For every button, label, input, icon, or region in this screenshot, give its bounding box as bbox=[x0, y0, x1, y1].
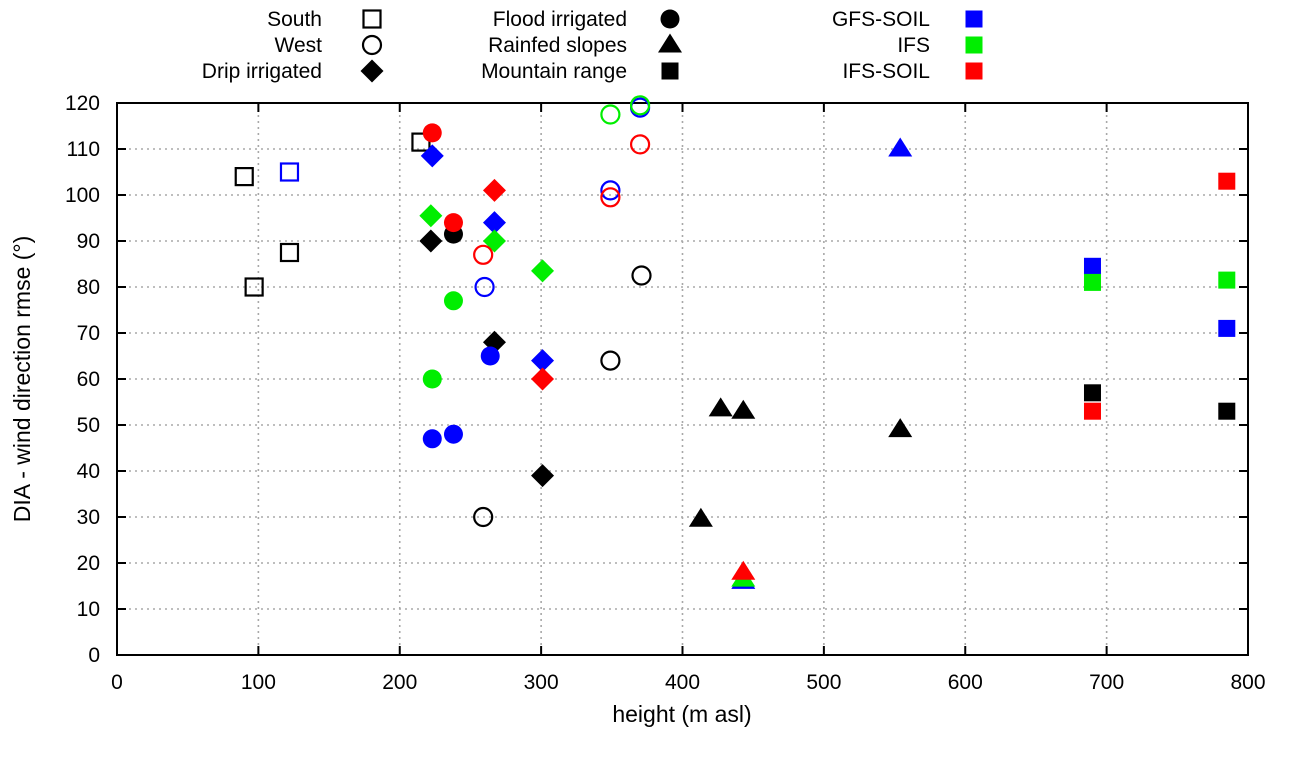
data-point-circle bbox=[443, 424, 463, 444]
y-tick-label: 20 bbox=[77, 552, 100, 575]
data-point-square bbox=[1218, 271, 1236, 289]
data-point-circle-open bbox=[629, 134, 651, 155]
data-point-circle bbox=[422, 429, 442, 449]
data-point-square-open bbox=[244, 277, 264, 297]
data-point-diamond bbox=[531, 367, 555, 391]
data-point-square bbox=[965, 36, 983, 54]
data-point-square bbox=[1083, 257, 1101, 275]
y-tick-label: 30 bbox=[77, 506, 100, 529]
x-tick-label: 500 bbox=[806, 671, 841, 694]
x-tick-label: 700 bbox=[1089, 671, 1124, 694]
legend-label: Drip irrigated bbox=[202, 60, 322, 83]
y-tick-label: 80 bbox=[77, 276, 100, 299]
data-point-circle-open bbox=[631, 265, 652, 286]
data-point-square bbox=[1083, 273, 1101, 291]
data-point-circle-open bbox=[361, 34, 383, 56]
y-axis-title: DIA - wind direction rmse (°) bbox=[9, 236, 35, 523]
data-point-circle bbox=[443, 291, 463, 311]
data-point-circle bbox=[480, 346, 500, 366]
data-point-circle-open bbox=[600, 187, 621, 208]
data-point-circle-open bbox=[600, 180, 621, 201]
x-axis-title: height (m asl) bbox=[612, 701, 751, 727]
legend-label: GFS-SOIL bbox=[832, 8, 930, 31]
y-tick-label: 100 bbox=[65, 184, 100, 207]
data-point-diamond bbox=[419, 204, 443, 228]
data-point-circle bbox=[660, 9, 680, 29]
legend-label: IFS-SOIL bbox=[842, 60, 930, 83]
data-point-square bbox=[661, 62, 679, 80]
legend-label: Mountain range bbox=[481, 60, 627, 83]
data-point-circle bbox=[443, 213, 463, 233]
legend-label: West bbox=[275, 34, 323, 57]
data-point-diamond bbox=[531, 259, 555, 283]
data-point-circle bbox=[422, 369, 442, 389]
data-points bbox=[234, 95, 1236, 589]
y-tick-label: 120 bbox=[65, 92, 100, 115]
data-point-square bbox=[1218, 402, 1236, 420]
x-tick-label: 800 bbox=[1230, 671, 1265, 694]
data-point-square-open bbox=[279, 162, 300, 182]
data-point-diamond bbox=[531, 464, 555, 488]
data-point-triangle bbox=[731, 560, 756, 580]
data-point-diamond bbox=[482, 178, 506, 202]
data-point-square-open bbox=[362, 9, 382, 29]
data-point-square-open bbox=[234, 167, 254, 187]
data-point-square bbox=[965, 62, 983, 80]
data-point-square bbox=[1218, 172, 1236, 190]
x-tick-label: 600 bbox=[948, 671, 983, 694]
y-tick-label: 70 bbox=[77, 322, 100, 345]
tick-labels: 0 100 200 300 400 500 600 700 800 0 10 20 30 40 50 60 70… bbox=[65, 92, 1266, 694]
data-point-circle bbox=[422, 123, 442, 143]
data-point-circle-open bbox=[600, 350, 621, 371]
x-tick-label: 100 bbox=[241, 671, 276, 694]
data-point-square bbox=[1218, 319, 1236, 337]
y-tick-label: 90 bbox=[77, 230, 100, 253]
x-tick-label: 300 bbox=[524, 671, 559, 694]
legend: South West Drip irrigated Flood irrigated Ra… bbox=[202, 8, 983, 83]
plot-frame bbox=[116, 102, 1249, 656]
y-tick-label: 60 bbox=[77, 368, 100, 391]
data-point-diamond bbox=[420, 144, 444, 168]
data-point-triangle bbox=[688, 507, 713, 527]
data-point-triangle bbox=[731, 399, 756, 419]
legend-label: South bbox=[267, 8, 322, 31]
data-point-circle-open bbox=[600, 104, 621, 125]
data-point-triangle bbox=[658, 33, 682, 53]
y-tick-label: 50 bbox=[77, 414, 100, 437]
x-tick-label: 400 bbox=[665, 671, 700, 694]
data-point-circle-open bbox=[474, 276, 495, 298]
data-point-diamond bbox=[531, 349, 555, 373]
data-point-triangle bbox=[708, 397, 733, 417]
data-point-square bbox=[1083, 402, 1101, 420]
data-point-triangle bbox=[888, 418, 913, 438]
legend-label: IFS bbox=[897, 34, 930, 57]
data-point-diamond bbox=[360, 59, 384, 83]
data-point-square bbox=[1083, 384, 1101, 402]
data-point-circle-open bbox=[473, 506, 494, 528]
y-tick-label: 10 bbox=[77, 598, 100, 621]
grid-lines bbox=[117, 103, 1248, 655]
x-tick-label: 200 bbox=[382, 671, 417, 694]
data-point-circle-open bbox=[473, 244, 494, 265]
legend-label: Flood irrigated bbox=[493, 8, 627, 31]
data-point-square-open bbox=[411, 132, 431, 152]
data-point-diamond bbox=[482, 229, 506, 253]
y-tick-label: 40 bbox=[77, 460, 100, 483]
data-point-square bbox=[965, 10, 983, 28]
data-point-diamond bbox=[482, 211, 506, 235]
data-point-diamond bbox=[419, 229, 443, 253]
data-point-square-open bbox=[279, 242, 300, 263]
data-point-circle-open bbox=[629, 95, 651, 116]
legend-label: Rainfed slopes bbox=[488, 34, 627, 57]
data-point-triangle bbox=[888, 137, 913, 157]
y-tick-label: 0 bbox=[88, 644, 100, 667]
x-tick-label: 0 bbox=[111, 671, 123, 694]
y-tick-label: 110 bbox=[67, 138, 100, 161]
